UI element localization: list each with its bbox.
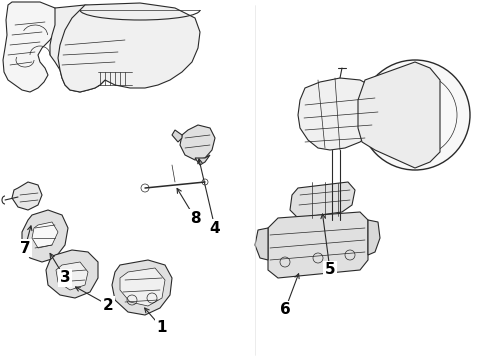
Polygon shape	[120, 268, 165, 306]
Text: 3: 3	[60, 270, 70, 285]
Polygon shape	[172, 130, 182, 142]
Polygon shape	[22, 210, 68, 262]
Polygon shape	[46, 250, 98, 298]
Text: 8: 8	[190, 211, 200, 225]
Polygon shape	[255, 228, 268, 260]
Polygon shape	[290, 182, 355, 218]
Polygon shape	[56, 262, 88, 290]
Text: 6: 6	[280, 302, 291, 318]
Text: 7: 7	[20, 240, 30, 256]
Polygon shape	[32, 222, 58, 248]
Polygon shape	[298, 78, 382, 150]
Text: 1: 1	[157, 320, 167, 336]
Polygon shape	[368, 220, 380, 255]
Polygon shape	[112, 260, 172, 315]
Polygon shape	[268, 212, 368, 278]
Polygon shape	[12, 182, 42, 210]
Text: 2: 2	[102, 297, 113, 312]
Polygon shape	[58, 3, 200, 92]
Polygon shape	[358, 62, 440, 168]
Text: 5: 5	[325, 262, 335, 278]
Polygon shape	[195, 155, 210, 165]
Circle shape	[360, 60, 470, 170]
Polygon shape	[50, 5, 130, 92]
Polygon shape	[3, 2, 60, 92]
Polygon shape	[180, 125, 215, 160]
Text: 4: 4	[210, 220, 220, 235]
